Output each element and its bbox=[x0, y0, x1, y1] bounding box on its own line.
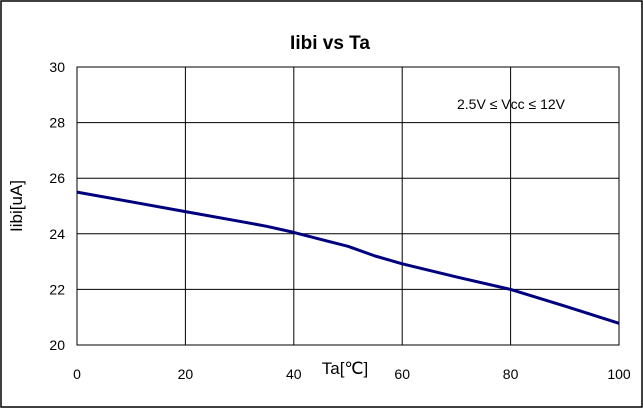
y-axis-label: Iibi[uA] bbox=[7, 180, 26, 232]
annotation: 2.5V ≤ Vcc ≤ 12V bbox=[457, 96, 566, 112]
y-tick-label: 20 bbox=[49, 337, 65, 353]
x-tick-label: 100 bbox=[607, 366, 631, 382]
y-tick-label: 30 bbox=[49, 59, 65, 75]
series-line bbox=[76, 190, 620, 325]
y-tick-label: 24 bbox=[49, 226, 65, 242]
x-tick-label: 60 bbox=[394, 366, 410, 382]
x-tick-label: 0 bbox=[73, 366, 81, 382]
y-tick-label: 22 bbox=[49, 281, 65, 297]
tick-labels: 0 20 40 60 80 100 20 22 24 26 28 30 bbox=[49, 59, 630, 382]
y-tick-label: 26 bbox=[49, 170, 65, 186]
chart-title: Iibi vs Ta bbox=[290, 33, 370, 54]
plot-frame bbox=[76, 66, 620, 346]
x-tick-label: 80 bbox=[503, 366, 519, 382]
y-tick-label: 28 bbox=[49, 115, 65, 131]
x-tick-label: 40 bbox=[286, 366, 302, 382]
x-tick-label: 20 bbox=[178, 366, 194, 382]
x-axis-label: Ta[℃] bbox=[322, 359, 369, 378]
grid bbox=[77, 67, 619, 345]
